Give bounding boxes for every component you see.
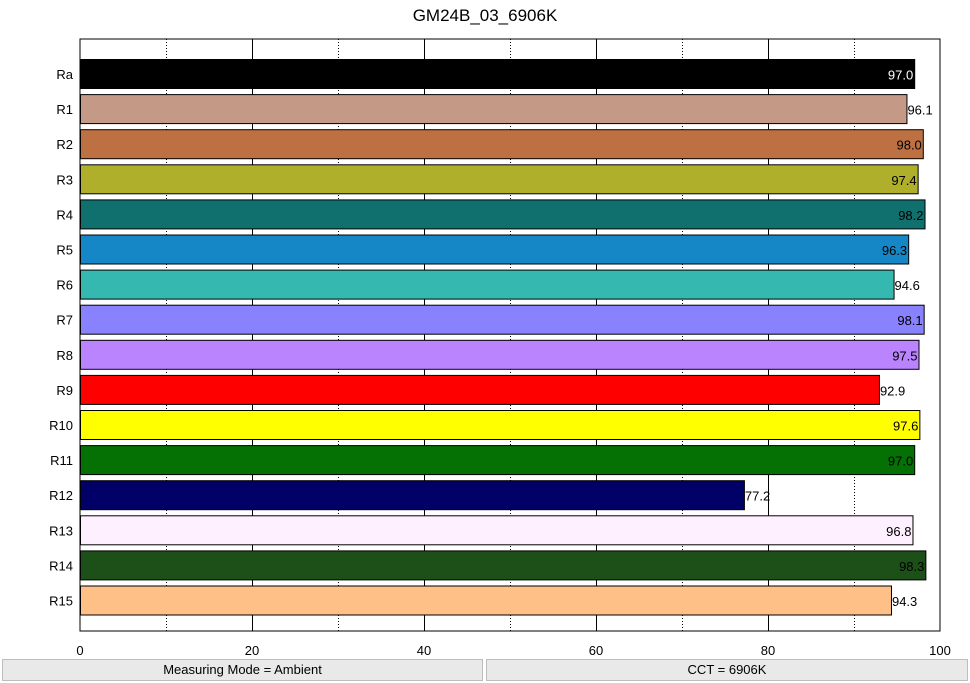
category-label: R12 <box>49 488 73 503</box>
bar-r5 <box>80 234 910 265</box>
category-label: R2 <box>56 137 73 152</box>
category-label: R10 <box>49 418 73 433</box>
value-label: 97.5 <box>892 348 917 363</box>
x-tick-label: 20 <box>245 643 259 658</box>
bar-r3 <box>80 164 919 195</box>
value-label: 98.2 <box>898 208 923 223</box>
measuring-mode-status: Measuring Mode = Ambient <box>2 659 483 681</box>
bar-r2 <box>80 129 924 160</box>
bar-r6 <box>80 269 895 300</box>
bar-r9 <box>80 374 880 405</box>
x-tick-label: 100 <box>929 643 951 658</box>
x-tick-label: 0 <box>76 643 83 658</box>
cct-status: CCT = 6906K <box>486 659 968 681</box>
value-label: 98.0 <box>896 138 921 153</box>
value-label: 96.8 <box>886 524 911 539</box>
category-label: R1 <box>56 102 73 117</box>
category-label: R3 <box>56 172 73 187</box>
value-label: 96.3 <box>882 243 907 258</box>
bar-r4 <box>80 199 926 230</box>
bar-r1 <box>80 94 908 125</box>
value-label: 94.6 <box>895 278 920 293</box>
category-label: R5 <box>56 243 73 258</box>
bar-r13 <box>80 515 914 546</box>
value-label: 97.0 <box>888 454 913 469</box>
value-label: 98.3 <box>899 559 924 574</box>
category-label: R9 <box>56 383 73 398</box>
category-label: Ra <box>56 67 73 82</box>
bar-r8 <box>80 339 920 370</box>
value-label: 98.1 <box>897 313 922 328</box>
x-tick-label: 40 <box>417 643 431 658</box>
value-label: 97.0 <box>888 68 913 83</box>
bar-r15 <box>80 585 892 616</box>
value-label: 92.9 <box>880 383 905 398</box>
bar-r12 <box>80 480 745 511</box>
bar-r14 <box>80 550 927 581</box>
bar-r10 <box>80 410 921 440</box>
chart-title: GM24B_03_6906K <box>412 6 558 25</box>
value-label: 77.2 <box>745 489 770 504</box>
category-label: R4 <box>56 207 73 222</box>
value-label: 94.3 <box>892 594 917 609</box>
x-tick-label: 60 <box>589 643 603 658</box>
x-tick-label: 80 <box>761 643 775 658</box>
bar-r7 <box>80 304 925 335</box>
value-label: 97.6 <box>893 419 918 434</box>
category-label: R14 <box>49 558 73 573</box>
bar-chart: 0 20 40 60 80 100 Ra 97.0 R1 96.1 R2 98.0 R3 97.4 R4 98… <box>49 38 951 658</box>
category-label: R13 <box>49 523 73 538</box>
category-label: R11 <box>50 453 73 468</box>
bar-ra <box>80 59 916 89</box>
value-label: 97.4 <box>891 173 916 188</box>
bar-r11 <box>80 445 916 476</box>
category-label: R6 <box>56 278 73 293</box>
value-label: 96.1 <box>907 103 932 118</box>
category-label: R8 <box>56 348 73 363</box>
category-label: R15 <box>49 594 73 609</box>
category-label: R7 <box>56 313 73 328</box>
